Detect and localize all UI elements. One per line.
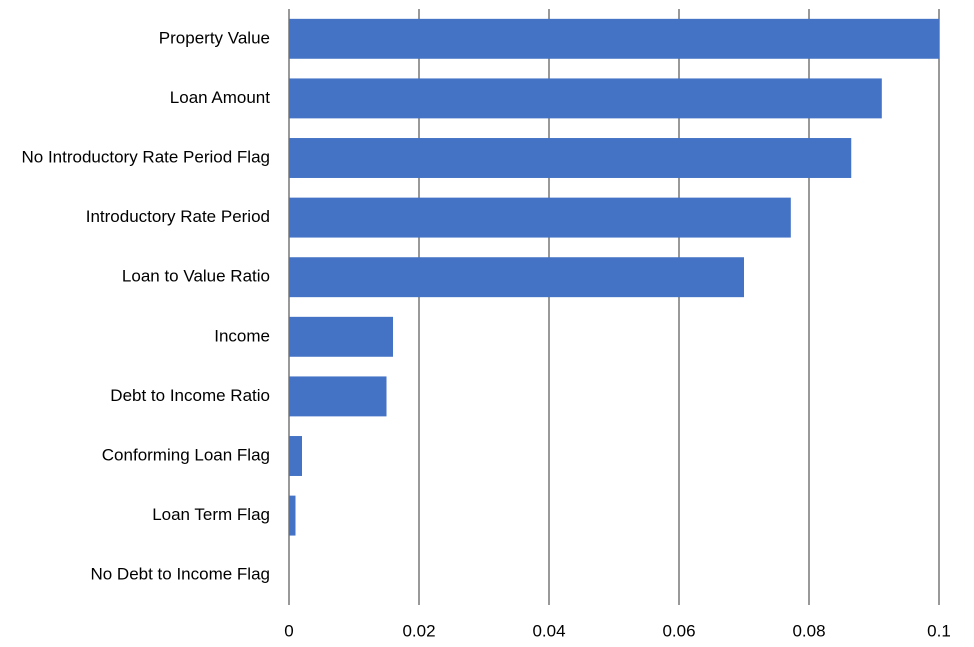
x-tick-label: 0.02 — [402, 621, 435, 640]
y-tick-label: Property Value — [159, 28, 270, 47]
y-tick-label: No Introductory Rate Period Flag — [21, 147, 270, 166]
x-tick-label: 0 — [284, 621, 293, 640]
x-tick-label: 0.1 — [927, 621, 951, 640]
y-tick-label: Introductory Rate Period — [86, 207, 270, 226]
y-tick-label: Loan Amount — [170, 88, 270, 107]
bar — [289, 18, 939, 59]
bar — [289, 257, 744, 298]
bar — [289, 78, 882, 119]
bar — [289, 495, 296, 536]
y-tick-label: No Debt to Income Flag — [90, 565, 270, 584]
x-tick-label: 0.04 — [532, 621, 565, 640]
bar — [289, 197, 791, 238]
bar — [289, 316, 393, 357]
x-tick-label: 0.06 — [662, 621, 695, 640]
bar — [289, 376, 387, 417]
y-tick-label: Loan to Value Ratio — [122, 267, 270, 286]
x-tick-label: 0.08 — [792, 621, 825, 640]
bar — [289, 436, 302, 476]
y-tick-label: Debt to Income Ratio — [110, 386, 270, 405]
y-tick-label: Income — [214, 326, 270, 345]
y-tick-label: Loan Term Flag — [152, 505, 270, 524]
y-tick-label: Conforming Loan Flag — [102, 445, 270, 464]
bar — [289, 138, 852, 178]
